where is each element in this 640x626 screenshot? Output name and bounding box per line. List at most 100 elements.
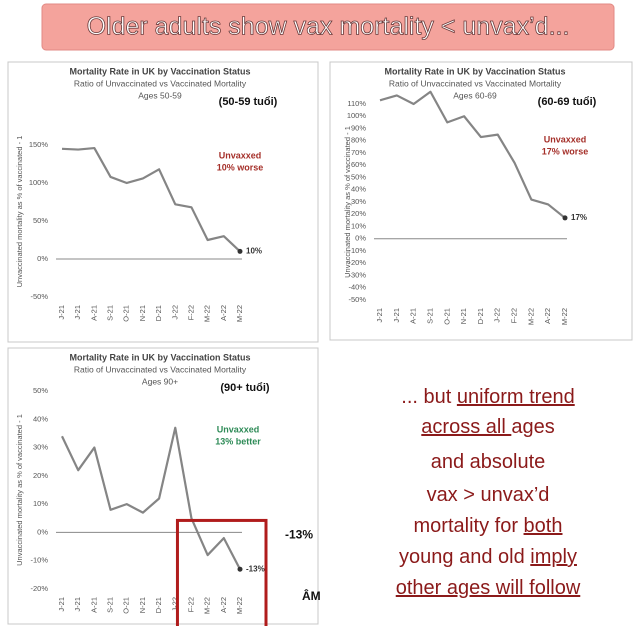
y-tick-label: -20% [30, 584, 48, 593]
text-segment: young and old [399, 546, 530, 568]
annotation: Unvaxxed [544, 134, 587, 144]
y-tick-label: 80% [351, 136, 366, 145]
annotation: 13% better [215, 436, 261, 446]
x-tick-label: A-21 [409, 308, 418, 324]
x-tick-label: J-21 [73, 305, 82, 320]
x-tick-label: N-21 [459, 308, 468, 324]
y-tick-label: -50% [348, 295, 366, 304]
y-tick-label: 20% [33, 471, 48, 480]
y-axis-label: Unvaccinated mortality as % of vaccinate… [343, 126, 352, 278]
x-tick-label: N-21 [138, 305, 147, 321]
x-tick-label: A-22 [219, 305, 228, 321]
data-line [379, 90, 566, 219]
end-point [237, 248, 243, 254]
x-tick-label: D-21 [154, 597, 163, 613]
y-axis-label: Unvaccinated mortality as % of vaccinate… [15, 136, 24, 288]
body-line: across all ages [421, 416, 554, 438]
y-tick-label: 20% [351, 209, 366, 218]
y-tick-label: 100% [29, 178, 49, 187]
body-line: young and old imply [399, 546, 577, 568]
chart-ages: Ages 50-59 [138, 90, 182, 100]
y-tick-label: 10% [33, 499, 48, 508]
y-tick-label: -30% [348, 270, 366, 279]
y-tick-label: -50% [30, 292, 48, 301]
y-tick-label: 110% [347, 99, 366, 108]
end-point [562, 215, 568, 221]
chart-ages: Ages 60-69 [453, 90, 497, 100]
x-tick-label: S-21 [106, 305, 115, 321]
x-tick-label: M-22 [203, 305, 212, 322]
y-tick-label: 40% [351, 185, 366, 194]
end-point [237, 566, 243, 572]
x-tick-label: J-21 [57, 597, 66, 612]
x-tick-label: F-22 [186, 597, 195, 612]
text-segment: imply [530, 546, 577, 568]
text-segment: uniform trend [457, 386, 575, 408]
y-tick-label: 30% [33, 443, 48, 452]
y-axis-label: Unvaccinated mortality as % of vaccinate… [15, 414, 24, 566]
y-tick-label: 30% [351, 197, 366, 206]
chart-title: Mortality Rate in UK by Vaccination Stat… [69, 352, 250, 362]
chart-title: Mortality Rate in UK by Vaccination Stat… [384, 66, 565, 76]
body-line: ... but uniform trend [401, 386, 574, 408]
x-tick-label: M-22 [560, 308, 569, 325]
x-tick-label: O-21 [122, 305, 131, 322]
age-note: (60-69 tuổi) [538, 96, 597, 108]
y-tick-label: 100% [347, 111, 367, 120]
x-tick-label: M-22 [526, 308, 535, 325]
x-tick-label: J-21 [392, 308, 401, 323]
age-note: (50-59 tuổi) [219, 96, 278, 108]
value-label: 10% [246, 247, 262, 256]
x-tick-label: A-21 [89, 305, 98, 321]
y-tick-label: 0% [37, 527, 48, 536]
value-label: -13% [246, 564, 265, 573]
highlight-box [175, 518, 268, 626]
y-tick-label: -10% [30, 556, 48, 565]
x-tick-label: J-21 [375, 308, 384, 323]
annotation: Unvaxxed [219, 150, 262, 160]
x-tick-label: O-21 [442, 308, 451, 325]
y-tick-label: 0% [37, 254, 48, 263]
x-tick-label: M-22 [203, 597, 212, 614]
y-tick-label: 50% [351, 172, 366, 181]
annotation: 10% worse [217, 162, 264, 172]
body-line: vax > unvax’d [427, 484, 550, 506]
text-segment: ages [511, 416, 554, 438]
x-tick-label: J-21 [73, 597, 82, 612]
banner [41, 3, 615, 51]
text-segment: across all [421, 416, 511, 438]
annotation: 17% worse [542, 146, 589, 156]
body-line: other ages will follow [396, 577, 581, 599]
x-tick-label: N-21 [138, 597, 147, 613]
chart-subtitle: Ratio of Unvaccinated vs Vaccinated Mort… [74, 78, 247, 88]
text-segment: vax > unvax’d [427, 484, 550, 506]
text-segment: other ages will follow [396, 577, 581, 599]
chart-ages: Ages 90+ [142, 376, 178, 386]
x-tick-label: J-22 [170, 305, 179, 320]
x-tick-label: M-22 [235, 597, 244, 614]
text-segment: ... but [401, 386, 457, 408]
y-tick-label: 0% [355, 234, 366, 243]
extra-label: ÂM [302, 588, 321, 603]
annotation: Unvaxxed [217, 424, 260, 434]
x-tick-label: J-22 [493, 308, 502, 323]
text-segment: both [524, 515, 563, 537]
x-tick-label: D-21 [476, 308, 485, 324]
text-segment: and absolute [431, 451, 546, 473]
x-tick-label: F-22 [186, 305, 195, 320]
x-tick-label: A-21 [89, 597, 98, 613]
y-tick-label: -40% [348, 283, 366, 292]
y-tick-label: 50% [33, 216, 48, 225]
text-segment: mortality for [414, 515, 524, 537]
y-tick-label: -20% [348, 258, 366, 267]
chart-title: Mortality Rate in UK by Vaccination Stat… [69, 66, 250, 76]
chart-frame [7, 61, 319, 343]
x-tick-label: J-22 [170, 597, 179, 612]
body-line: mortality for both [414, 515, 563, 537]
x-tick-label: J-21 [57, 305, 66, 320]
data-line [61, 426, 241, 570]
x-tick-label: S-21 [425, 308, 434, 324]
x-tick-label: F-22 [510, 308, 519, 323]
y-tick-label: -10% [348, 246, 366, 255]
